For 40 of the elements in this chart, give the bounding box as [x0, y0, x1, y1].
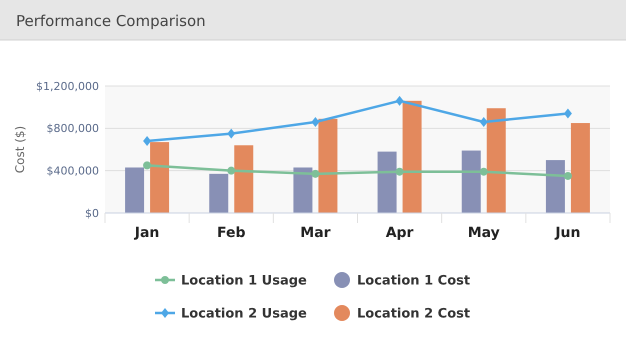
chart-title: Performance Comparison: [16, 12, 206, 30]
point: [311, 170, 320, 178]
bar: [293, 167, 312, 213]
x-tick-label: May: [468, 225, 500, 241]
point: [143, 136, 152, 146]
bar: [546, 160, 565, 213]
y-axis-title: Cost ($): [13, 126, 27, 174]
bar: [486, 108, 506, 213]
bar: [125, 167, 144, 213]
legend-label: Location 1 Usage: [181, 274, 308, 289]
point: [480, 168, 488, 176]
legend-label: Location 2 Cost: [357, 306, 470, 322]
bar: [318, 118, 338, 213]
point: [143, 161, 152, 170]
bar: [209, 174, 228, 213]
x-tick-label: Jun: [554, 225, 580, 241]
x-tick-label: Mar: [300, 225, 331, 241]
point: [396, 96, 404, 106]
point: [480, 116, 488, 127]
bar: [402, 100, 422, 213]
bar: [150, 142, 170, 213]
y-tick-label: $1,200,000: [36, 80, 99, 93]
x-tick-label: Feb: [216, 225, 246, 241]
legend-label: Location 1 Cost: [357, 274, 470, 289]
point: [227, 128, 236, 139]
x-tick-label: Jan: [134, 225, 160, 241]
y-tick-label: $400,000: [46, 164, 99, 178]
y-tick-label: $800,000: [46, 122, 99, 136]
x-tick-label: Apr: [386, 225, 414, 241]
bar: [462, 150, 481, 213]
legend-label: Location 2 Usage: [181, 306, 308, 322]
point: [564, 172, 572, 180]
bar: [378, 152, 397, 213]
bar: [570, 123, 590, 213]
point: [227, 166, 236, 175]
y-tick-label: $0: [85, 206, 99, 220]
point: [396, 168, 404, 176]
point: [311, 116, 320, 127]
bar: [234, 145, 254, 213]
point: [564, 108, 572, 119]
